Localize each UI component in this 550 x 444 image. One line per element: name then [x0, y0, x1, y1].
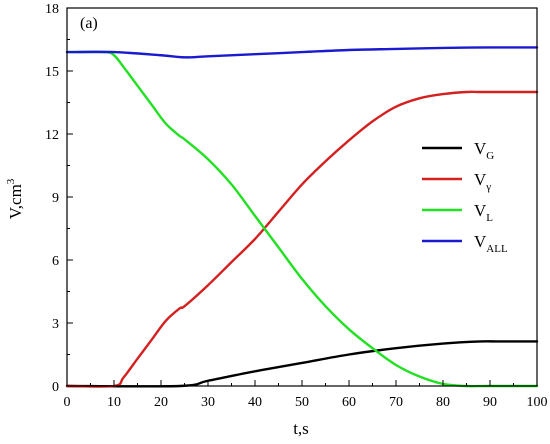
x-tick-label: 60 [342, 395, 356, 410]
y-tick-label: 6 [52, 254, 59, 269]
x-tick-label: 30 [201, 395, 215, 410]
legend-label-main: V [474, 170, 487, 189]
y-axis-label-main: V,cm [6, 184, 25, 219]
x-tick-label: 50 [295, 395, 309, 410]
x-axis-ticks: 0 10 20 30 40 50 60 70 80 90 100 [64, 380, 548, 410]
x-tick-label: 90 [483, 395, 497, 410]
x-tick-label: 20 [154, 395, 168, 410]
series-line-γ [65, 90, 539, 388]
legend-label-subscript: γ [485, 181, 491, 193]
y-tick-label: 3 [52, 317, 59, 332]
y-tick-label: 18 [45, 2, 59, 17]
legend-label-subscript: L [486, 212, 493, 224]
x-tick-label: 10 [107, 395, 121, 410]
series-line-l [65, 50, 539, 388]
series-line-g [65, 340, 539, 388]
x-axis-label: t,s [293, 419, 309, 438]
legend-label-all: VALL [474, 232, 508, 255]
x-tick-label: 70 [389, 395, 403, 410]
legend-label-l: VL [474, 201, 493, 224]
x-tick-label: 80 [436, 395, 450, 410]
panel-label: (a) [80, 15, 98, 32]
legend-label-subscript: ALL [486, 243, 508, 255]
y-tick-label: 9 [52, 191, 59, 206]
legend-label-γ: Vγ [474, 170, 491, 193]
y-axis-ticks: 0 3 6 9 12 15 18 [45, 2, 73, 395]
plot-frame [66, 7, 538, 387]
legend-label-main: V [474, 232, 487, 251]
y-tick-label: 12 [45, 128, 59, 143]
y-tick-label: 15 [45, 65, 59, 80]
legend-label-g: VG [474, 139, 494, 162]
x-tick-label: 40 [248, 395, 262, 410]
x-tick-label: 100 [527, 395, 548, 410]
legend-label-main: V [474, 139, 487, 158]
y-tick-label: 0 [52, 380, 59, 395]
y-axis-label: V,cm3 [5, 178, 25, 219]
y-axis-label-superscript: 3 [5, 178, 17, 184]
plot-lines [65, 46, 539, 388]
series-line-all [65, 46, 539, 59]
x-tick-label: 0 [64, 395, 71, 410]
legend-label-subscript: G [486, 150, 494, 162]
legend-label-main: V [474, 201, 487, 220]
